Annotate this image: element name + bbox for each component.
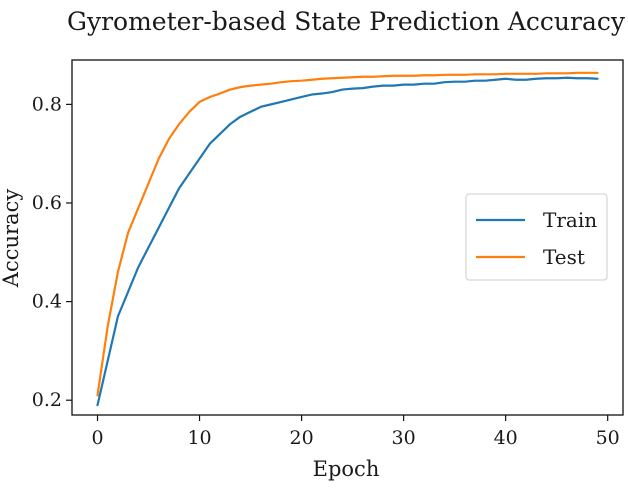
y-tick-label: 0.8 bbox=[32, 93, 62, 115]
y-axis-label: Accuracy bbox=[0, 189, 23, 289]
x-axis-label: Epoch bbox=[313, 457, 380, 481]
y-tick-label: 0.6 bbox=[32, 192, 62, 214]
x-tick-label: 20 bbox=[289, 427, 313, 449]
plot-frame bbox=[71, 59, 624, 416]
x-tick-label: 0 bbox=[91, 427, 103, 449]
series-line-test bbox=[96, 71, 599, 397]
x-tick-label: 30 bbox=[392, 427, 416, 449]
y-tick-label: 0.2 bbox=[32, 389, 62, 411]
legend: Train Test bbox=[465, 193, 608, 281]
x-tick-label: 40 bbox=[494, 427, 518, 449]
y-tick-label: 0.4 bbox=[32, 291, 62, 313]
legend-label-train: Train bbox=[543, 208, 597, 232]
legend-box bbox=[465, 193, 608, 281]
chart-title: Gyrometer-based State Prediction Accurac… bbox=[67, 7, 626, 36]
x-axis-ticks: 0 10 20 30 40 50 bbox=[91, 415, 620, 449]
plot-series-group bbox=[96, 71, 599, 407]
x-tick-label: 10 bbox=[187, 427, 211, 449]
legend-label-test: Test bbox=[543, 245, 585, 269]
series-line-train bbox=[96, 76, 599, 407]
x-tick-label: 50 bbox=[596, 427, 620, 449]
y-axis-ticks: 0.2 0.4 0.6 0.8 bbox=[32, 93, 72, 411]
